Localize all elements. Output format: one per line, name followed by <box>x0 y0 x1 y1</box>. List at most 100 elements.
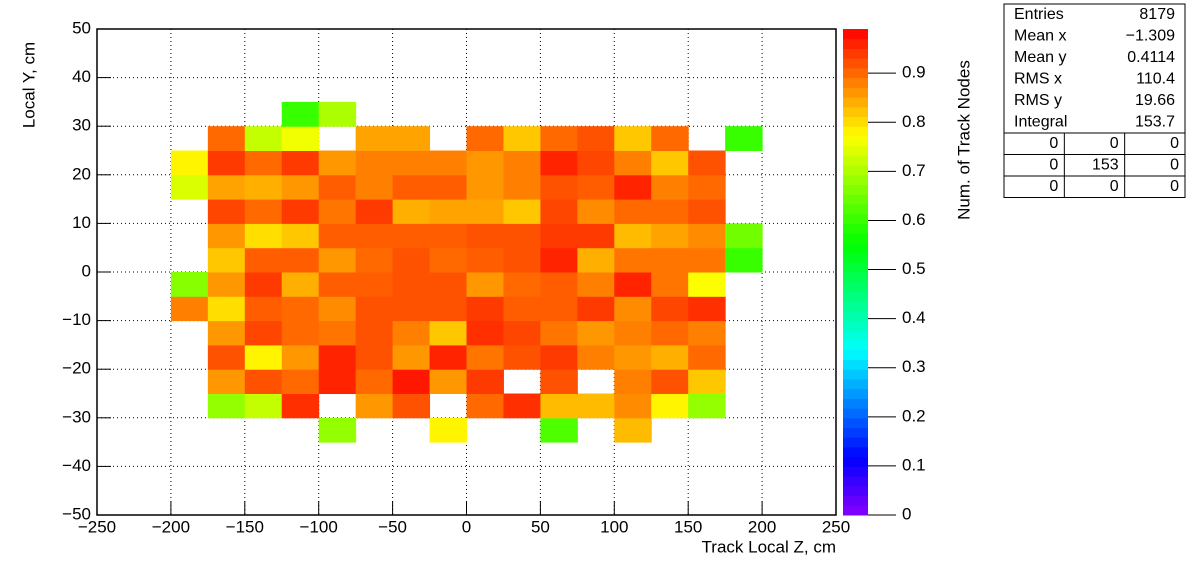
heatmap-cell <box>540 174 578 200</box>
heatmap-cell <box>651 223 689 249</box>
heatmap-cell <box>577 320 615 346</box>
heatmap-cell <box>392 247 431 273</box>
heatmap-cell <box>577 223 615 249</box>
heatmap-cell <box>540 272 578 297</box>
heatmap-cell <box>688 247 726 273</box>
heatmap-cell <box>466 393 504 419</box>
palette-step <box>843 320 868 331</box>
heatmap-cell <box>170 174 209 200</box>
heatmap-cell <box>651 393 689 419</box>
palette-step <box>843 106 868 117</box>
palette-step <box>843 456 868 467</box>
palette-step <box>843 398 868 409</box>
heatmap-cell <box>503 247 541 273</box>
y-tick-label: 50 <box>72 18 91 37</box>
y-tick-label: 40 <box>72 67 91 86</box>
heatmap-cell <box>429 199 467 224</box>
heatmap-cell <box>207 344 246 370</box>
stats-label: Mean y <box>1014 49 1066 66</box>
heatmap-cell <box>651 126 689 151</box>
heatmap-cell <box>614 393 652 419</box>
heatmap-cell <box>355 199 394 224</box>
heatmap-cell <box>170 296 209 322</box>
heatmap-cell <box>281 101 320 127</box>
heatmap-cell <box>503 296 541 322</box>
heatmap-cell <box>318 320 357 346</box>
heatmap-cell <box>503 223 541 249</box>
palette-step <box>843 408 868 419</box>
heatmap-cell <box>281 393 320 419</box>
palette-step <box>843 340 868 351</box>
y-tick-label: 20 <box>72 164 91 183</box>
heatmap-cell <box>651 320 689 346</box>
heatmap-cell <box>466 320 504 346</box>
stats-value: 8179 <box>1139 6 1175 23</box>
heatmap-cell <box>540 417 578 443</box>
overflow-cell: 0 <box>1110 178 1119 195</box>
stats-label: Mean x <box>1014 27 1066 44</box>
heatmap-cell <box>244 247 283 273</box>
heatmap-cell <box>244 296 283 322</box>
heatmap-cell <box>244 126 283 151</box>
overflow-cell: 153 <box>1092 156 1119 173</box>
palette-step <box>843 359 868 370</box>
heatmap-cell <box>355 223 394 249</box>
z-tick-label: 0.1 <box>902 455 926 474</box>
heatmap-cell <box>503 320 541 346</box>
palette-step <box>843 67 868 79</box>
heatmap-cell <box>614 417 652 443</box>
palette-step <box>843 145 868 156</box>
heatmap-cell <box>688 272 726 297</box>
stats-label: Entries <box>1014 6 1064 23</box>
stats-label: RMS y <box>1014 92 1062 109</box>
overflow-cell: 0 <box>1170 178 1179 195</box>
x-tick-label: 250 <box>822 517 850 536</box>
z-tick-label: 0 <box>902 504 911 523</box>
heatmap-cell <box>577 174 615 200</box>
heatmap-cell <box>577 199 615 224</box>
heatmap-cell <box>318 272 357 297</box>
y-tick-label: −50 <box>62 504 91 523</box>
palette-step <box>843 126 868 137</box>
palette-step <box>843 349 868 360</box>
heatmap-cell <box>688 150 726 176</box>
heatmap-cell <box>688 174 726 200</box>
heatmap-cell <box>503 150 541 176</box>
palette-step <box>843 242 868 254</box>
heatmap-cell <box>355 150 394 176</box>
heatmap-cell <box>281 223 320 249</box>
heatmap-cell <box>244 199 283 224</box>
heatmap-cell <box>651 150 689 176</box>
heatmap-cell <box>355 247 394 273</box>
heatmap-cell <box>318 101 357 127</box>
x-tick-label: 150 <box>674 517 702 536</box>
heatmap-cell <box>503 126 541 151</box>
heatmap-cell <box>207 369 246 394</box>
heatmap-cell <box>725 223 763 249</box>
heatmap-cell <box>540 150 578 176</box>
palette-step <box>843 262 868 273</box>
palette-step <box>843 281 868 292</box>
palette-step <box>843 116 868 127</box>
x-tick-label: −50 <box>378 517 407 536</box>
heatmap-cell <box>503 344 541 370</box>
heatmap-cell <box>281 296 320 322</box>
heatmap-cell <box>466 247 504 273</box>
heatmap-cell <box>318 417 357 443</box>
palette-step <box>843 505 868 516</box>
heatmap-cell <box>614 344 652 370</box>
heatmap-cell <box>244 320 283 346</box>
heatmap-cell <box>688 223 726 249</box>
heatmap-cell <box>318 150 357 176</box>
y-tick-label: −40 <box>62 456 91 475</box>
heatmap-cell <box>429 417 467 443</box>
x-tick-label: 200 <box>748 517 776 536</box>
palette-step <box>843 223 868 234</box>
palette-step <box>843 427 868 438</box>
palette-step <box>843 378 868 390</box>
heatmap-cell <box>429 344 467 370</box>
heatmap-cell <box>503 199 541 224</box>
palette-step <box>843 310 868 322</box>
heatmap-cell <box>207 247 246 273</box>
